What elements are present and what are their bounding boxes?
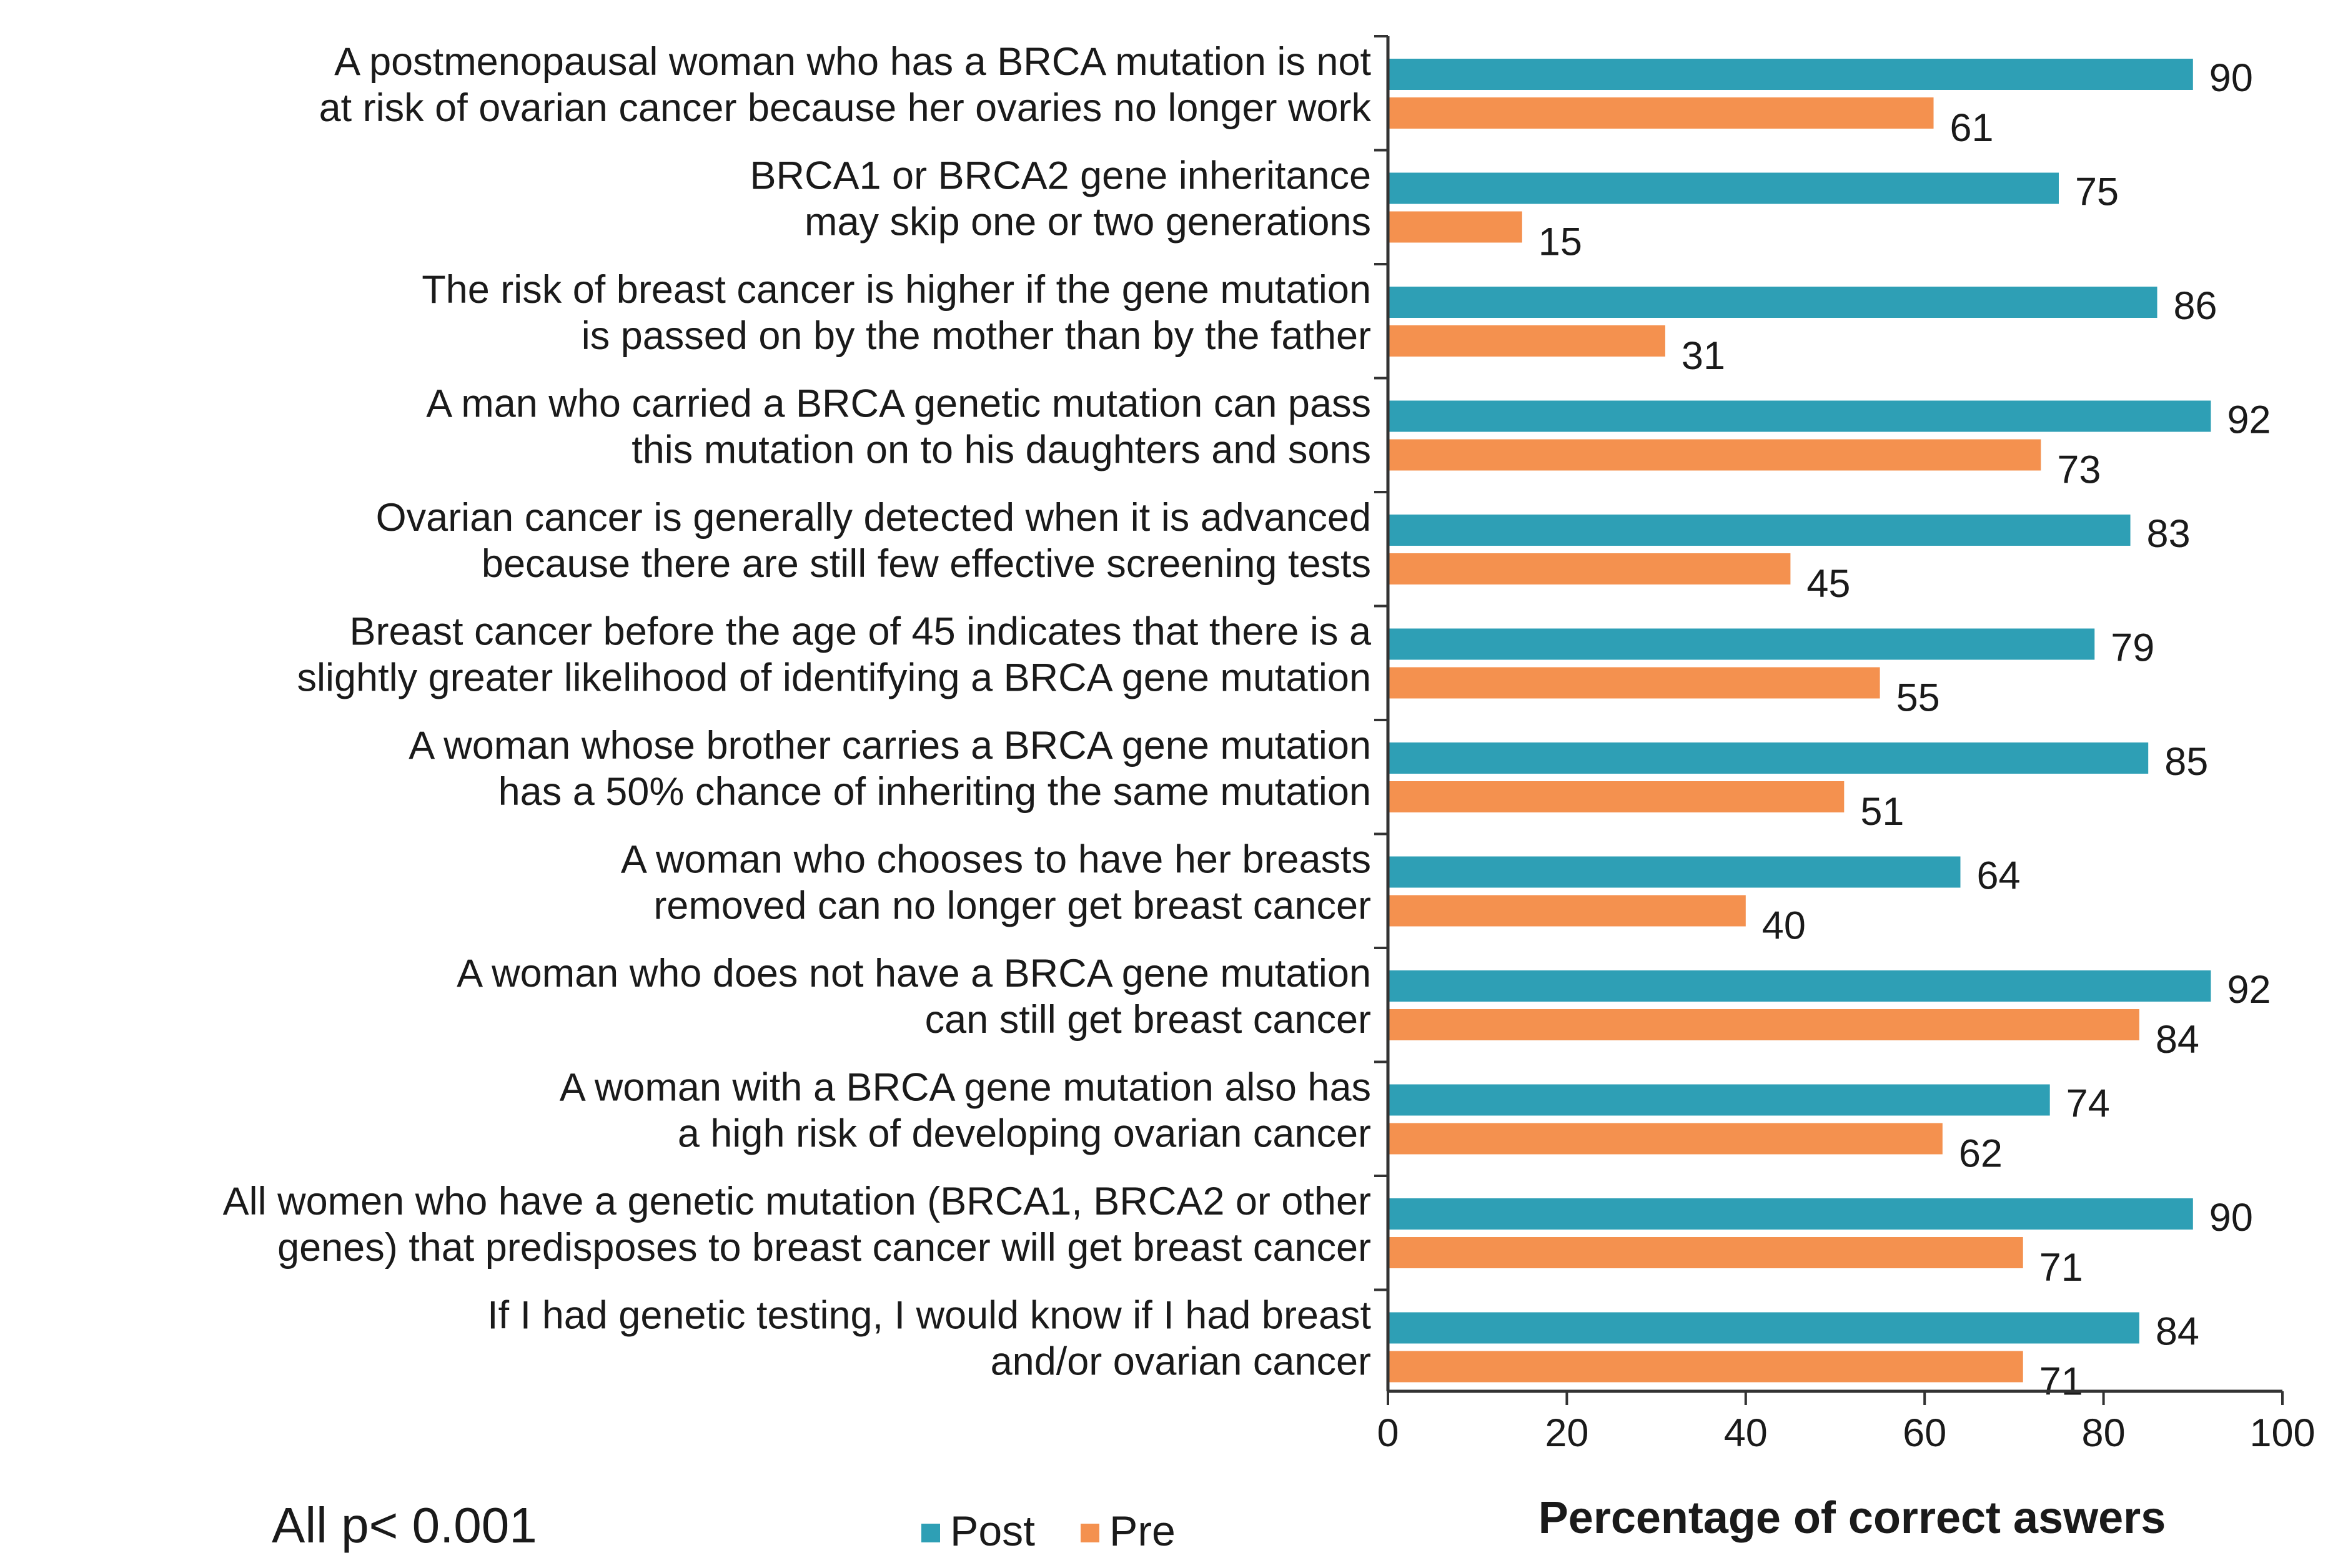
data-label-pre: 71 bbox=[2039, 1360, 2083, 1404]
bar-pre bbox=[1388, 325, 1665, 357]
data-label-post: 85 bbox=[2164, 740, 2208, 784]
bar-post bbox=[1388, 515, 2131, 546]
category-label: Ovarian cancer is generally detected whe… bbox=[376, 496, 1371, 540]
category-label: Breast cancer before the age of 45 indic… bbox=[349, 610, 1371, 654]
significance-note: All p< 0.001 bbox=[272, 1497, 537, 1553]
bar-pre bbox=[1388, 1009, 2139, 1040]
category-label: because there are still few effective sc… bbox=[482, 542, 1371, 586]
bar-post bbox=[1388, 1313, 2139, 1344]
data-label-post: 83 bbox=[2147, 512, 2191, 556]
bar-post bbox=[1388, 173, 2059, 204]
category-labels: A postmenopausal woman who has a BRCA mu… bbox=[223, 40, 1372, 1384]
bar-pre bbox=[1388, 781, 1844, 812]
legend-swatch-post bbox=[921, 1524, 940, 1542]
category-label: A woman whose brother carries a BRCA gen… bbox=[409, 724, 1371, 767]
data-label-pre: 31 bbox=[1682, 334, 1725, 378]
category-label: removed can no longer get breast cancer bbox=[653, 884, 1371, 928]
bar-pre bbox=[1388, 1237, 2023, 1268]
bar-post bbox=[1388, 1085, 2050, 1116]
bar-post bbox=[1388, 401, 2211, 432]
data-label-pre: 15 bbox=[1538, 220, 1582, 264]
category-label: at risk of ovarian cancer because her ov… bbox=[319, 86, 1372, 130]
bar-pre bbox=[1388, 212, 1522, 243]
category-label: A woman with a BRCA gene mutation also h… bbox=[560, 1066, 1371, 1110]
x-tick-label: 60 bbox=[1903, 1411, 1946, 1455]
data-label-pre: 62 bbox=[1959, 1132, 2003, 1176]
category-label: BRCA1 or BRCA2 gene inheritance bbox=[750, 154, 1371, 198]
category-label: and/or ovarian cancer bbox=[991, 1340, 1371, 1384]
category-label: A woman who chooses to have her breasts bbox=[621, 838, 1371, 882]
x-axis-title: Percentage of correct aswers bbox=[1538, 1493, 2166, 1543]
category-label: can still get breast cancer bbox=[925, 998, 1371, 1042]
bar-pre bbox=[1388, 895, 1746, 927]
bar-post bbox=[1388, 629, 2094, 660]
bar-post bbox=[1388, 742, 2148, 774]
bar-pre bbox=[1388, 1351, 2023, 1383]
category-label: The risk of breast cancer is higher if t… bbox=[422, 268, 1371, 312]
category-label: this mutation on to his daughters and so… bbox=[632, 428, 1371, 472]
data-label-post: 90 bbox=[2209, 1196, 2253, 1240]
bar-post bbox=[1388, 970, 2211, 1002]
legend: Post Pre bbox=[921, 1507, 1176, 1555]
legend-label-post: Post bbox=[950, 1507, 1035, 1555]
category-label: a high risk of developing ovarian cancer bbox=[678, 1112, 1371, 1156]
data-label-post: 79 bbox=[2111, 626, 2154, 670]
category-label: A postmenopausal woman who has a BRCA mu… bbox=[334, 40, 1371, 84]
bar-pre bbox=[1388, 97, 1934, 129]
data-label-pre: 71 bbox=[2039, 1246, 2083, 1289]
category-label: is passed on by the mother than by the f… bbox=[582, 314, 1371, 358]
bar-post bbox=[1388, 59, 2193, 90]
data-label-pre: 84 bbox=[2156, 1018, 2199, 1062]
category-label: If I had genetic testing, I would know i… bbox=[487, 1294, 1371, 1338]
chart-root: 90 61 75 15 86 31 92 73 83 45 79 55 85 51 64 40 92 84 74 62… bbox=[0, 0, 2348, 1565]
bar-pre bbox=[1388, 440, 2041, 471]
data-label-post: 86 bbox=[2174, 284, 2217, 328]
bar-post bbox=[1388, 857, 1960, 888]
category-label: All women who have a genetic mutation (B… bbox=[223, 1180, 1371, 1223]
category-label: A man who carried a BRCA genetic mutatio… bbox=[426, 382, 1371, 426]
category-label: A woman who does not have a BRCA gene mu… bbox=[457, 952, 1371, 995]
x-tick-label: 100 bbox=[2249, 1411, 2315, 1455]
bar-pre bbox=[1388, 553, 1790, 584]
category-label: slightly greater likelihood of identifyi… bbox=[297, 656, 1372, 700]
x-tick-label: 80 bbox=[2082, 1411, 2126, 1455]
data-label-pre: 73 bbox=[2057, 448, 2101, 492]
x-tick-label: 20 bbox=[1545, 1411, 1588, 1455]
legend-swatch-pre bbox=[1081, 1524, 1099, 1542]
data-label-post: 64 bbox=[1976, 854, 2020, 898]
x-tick-label: 0 bbox=[1377, 1411, 1399, 1455]
data-label-post: 75 bbox=[2075, 170, 2119, 214]
bar-post bbox=[1388, 1198, 2193, 1230]
category-label: may skip one or two generations bbox=[805, 200, 1371, 244]
data-label-post: 92 bbox=[2227, 968, 2271, 1012]
data-label-post: 90 bbox=[2209, 56, 2253, 100]
data-label-pre: 51 bbox=[1860, 790, 1904, 834]
bar-post bbox=[1388, 287, 2157, 318]
data-label-post: 92 bbox=[2227, 398, 2271, 442]
category-label: genes) that predisposes to breast cancer… bbox=[277, 1226, 1371, 1270]
data-label-post: 74 bbox=[2066, 1082, 2110, 1126]
x-tick-label: 40 bbox=[1724, 1411, 1768, 1455]
data-label-pre: 55 bbox=[1896, 676, 1940, 720]
bar-pre bbox=[1388, 1123, 1943, 1155]
bars-layer: 90 61 75 15 86 31 92 73 83 45 79 55 85 51 64 40 92 84 74 62… bbox=[1388, 56, 2271, 1404]
bar-pre bbox=[1388, 668, 1880, 699]
data-label-pre: 40 bbox=[1762, 904, 1806, 948]
data-label-pre: 45 bbox=[1806, 562, 1850, 606]
data-label-post: 84 bbox=[2156, 1310, 2199, 1354]
bar-chart: 90 61 75 15 86 31 92 73 83 45 79 55 85 51 64 40 92 84 74 62… bbox=[0, 0, 2348, 1565]
legend-label-pre: Pre bbox=[1109, 1507, 1176, 1555]
data-label-pre: 61 bbox=[1950, 106, 1994, 150]
category-label: has a 50% chance of inheriting the same … bbox=[498, 770, 1371, 814]
